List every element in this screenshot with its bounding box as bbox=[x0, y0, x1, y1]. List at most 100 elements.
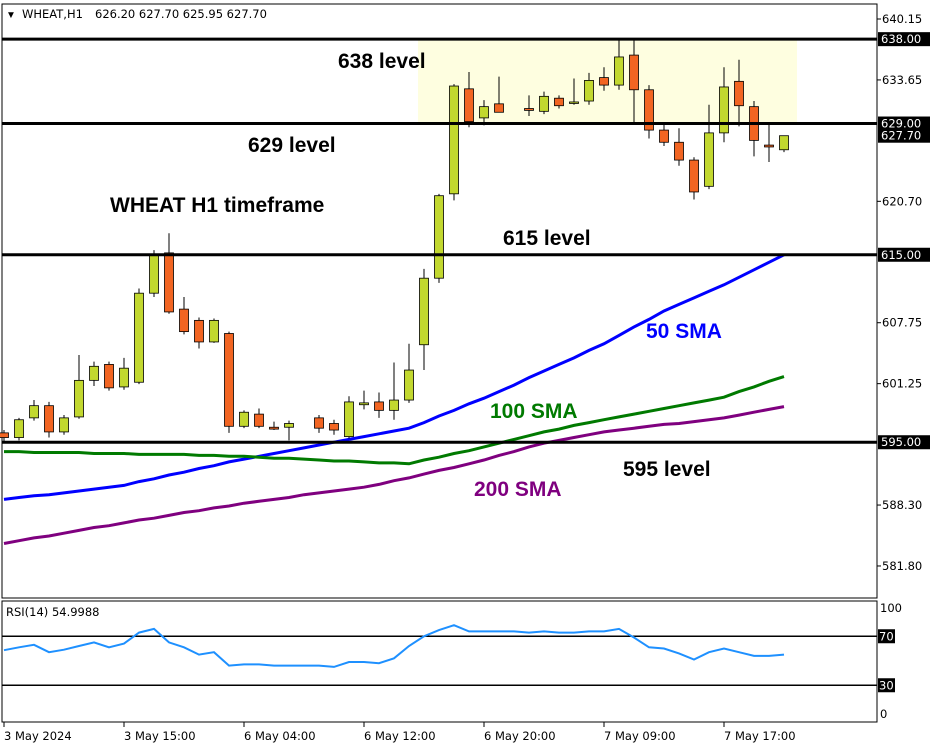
rsi-level-label: 70 bbox=[879, 629, 894, 643]
candle bbox=[239, 410, 249, 429]
candle-body bbox=[629, 54, 639, 91]
candle-body bbox=[74, 379, 84, 418]
rsi-title: RSI(14) 54.9988 bbox=[6, 605, 100, 619]
candle-body bbox=[434, 195, 444, 279]
candle bbox=[614, 39, 624, 90]
collapse-triangle-icon[interactable]: ▼ bbox=[6, 10, 16, 21]
candle bbox=[659, 124, 669, 147]
ohlc-header: 626.20 627.70 625.95 627.70 bbox=[95, 7, 267, 21]
candle-body bbox=[764, 144, 774, 148]
candle bbox=[254, 408, 264, 429]
candle-body bbox=[464, 88, 474, 123]
candle bbox=[359, 390, 369, 410]
candle-body bbox=[104, 364, 114, 389]
candle bbox=[344, 396, 354, 439]
candle bbox=[74, 355, 84, 419]
candle bbox=[464, 71, 474, 128]
level-axis-label: 615.00 bbox=[881, 248, 921, 262]
candle-body bbox=[284, 423, 294, 428]
candle-body bbox=[164, 252, 174, 313]
candle bbox=[89, 361, 99, 386]
candle-body bbox=[599, 77, 609, 86]
candle-body bbox=[134, 292, 144, 383]
annotations: ▼ WHEAT,H1 626.20 627.70 625.95 627.70 W… bbox=[6, 7, 722, 619]
candle bbox=[539, 91, 549, 115]
candle bbox=[689, 157, 699, 200]
candle-body bbox=[314, 417, 324, 429]
candle bbox=[104, 361, 114, 391]
price-tick-label: 601.25 bbox=[882, 377, 922, 391]
last-price-label-box bbox=[878, 128, 930, 143]
price-tick-label: 620.70 bbox=[882, 194, 922, 208]
symbol-header: WHEAT,H1 bbox=[22, 7, 83, 21]
rsi-level-box bbox=[878, 629, 895, 644]
candle bbox=[449, 84, 459, 201]
candle-body bbox=[359, 402, 369, 406]
candle bbox=[554, 95, 564, 109]
level-axis-label-box bbox=[878, 435, 930, 450]
candle-body bbox=[269, 426, 279, 430]
candle-body bbox=[584, 79, 594, 102]
candle bbox=[209, 318, 219, 343]
candle-body bbox=[614, 56, 624, 86]
candle bbox=[434, 193, 444, 283]
level-629-label: 629 level bbox=[248, 134, 336, 157]
candle bbox=[0, 430, 9, 443]
chart-title-annotation: WHEAT H1 timeframe bbox=[110, 194, 324, 217]
sma200-label: 200 SMA bbox=[474, 478, 562, 501]
level-axis-label: 638.00 bbox=[881, 32, 921, 46]
candle bbox=[149, 250, 159, 297]
candle-body bbox=[494, 103, 504, 113]
candle bbox=[284, 420, 294, 441]
candle-body bbox=[419, 277, 429, 346]
level-axis-label-box bbox=[878, 247, 930, 262]
candle bbox=[59, 415, 69, 435]
candle bbox=[704, 104, 714, 190]
time-axis: 3 May 2024 3 May 15:00 6 May 04:00 6 May 12… bbox=[3, 722, 796, 743]
rsi-level-box bbox=[878, 678, 895, 693]
price-tick-label: 581.80 bbox=[882, 559, 922, 573]
candle bbox=[329, 419, 339, 435]
candle-body bbox=[89, 365, 99, 381]
candle-body bbox=[44, 405, 54, 433]
level-axis-label-box bbox=[878, 116, 930, 131]
candle-body bbox=[554, 97, 564, 107]
candle-body bbox=[329, 423, 339, 431]
candle-body bbox=[404, 369, 414, 401]
price-plot[interactable] bbox=[0, 37, 877, 545]
candle-body bbox=[14, 419, 24, 438]
candle-body bbox=[644, 89, 654, 131]
candle bbox=[779, 135, 789, 153]
candle-body bbox=[344, 401, 354, 438]
candle bbox=[44, 401, 54, 438]
price-tick-label: 607.75 bbox=[882, 316, 922, 330]
candle-body bbox=[689, 159, 699, 193]
candle bbox=[269, 421, 279, 431]
sma100-label: 100 SMA bbox=[490, 400, 578, 423]
candle bbox=[764, 123, 774, 162]
candle bbox=[119, 357, 129, 390]
candle bbox=[389, 362, 399, 420]
rsi-tick-label: 100 bbox=[880, 601, 902, 615]
candle bbox=[164, 233, 174, 314]
candle bbox=[734, 59, 744, 127]
level-595-label: 595 level bbox=[623, 458, 711, 481]
time-tick-label: 7 May 09:00 bbox=[604, 729, 676, 743]
level-axis-label: 629.00 bbox=[881, 117, 921, 131]
candle-body bbox=[149, 254, 159, 294]
time-tick-label: 3 May 2024 bbox=[4, 729, 72, 743]
rsi-panel[interactable] bbox=[2, 624, 877, 686]
sma-line-200 bbox=[3, 405, 785, 545]
rsi-plot-border bbox=[1, 600, 878, 723]
time-tick-label: 6 May 12:00 bbox=[364, 729, 436, 743]
candle-body bbox=[209, 319, 219, 343]
candle-body bbox=[179, 308, 189, 333]
candle bbox=[629, 39, 639, 124]
candle bbox=[719, 67, 729, 143]
candle-body bbox=[119, 367, 129, 388]
sma-line-50 bbox=[3, 253, 785, 501]
candle-body bbox=[224, 333, 234, 427]
candle bbox=[644, 85, 654, 139]
candle-body bbox=[374, 401, 384, 411]
